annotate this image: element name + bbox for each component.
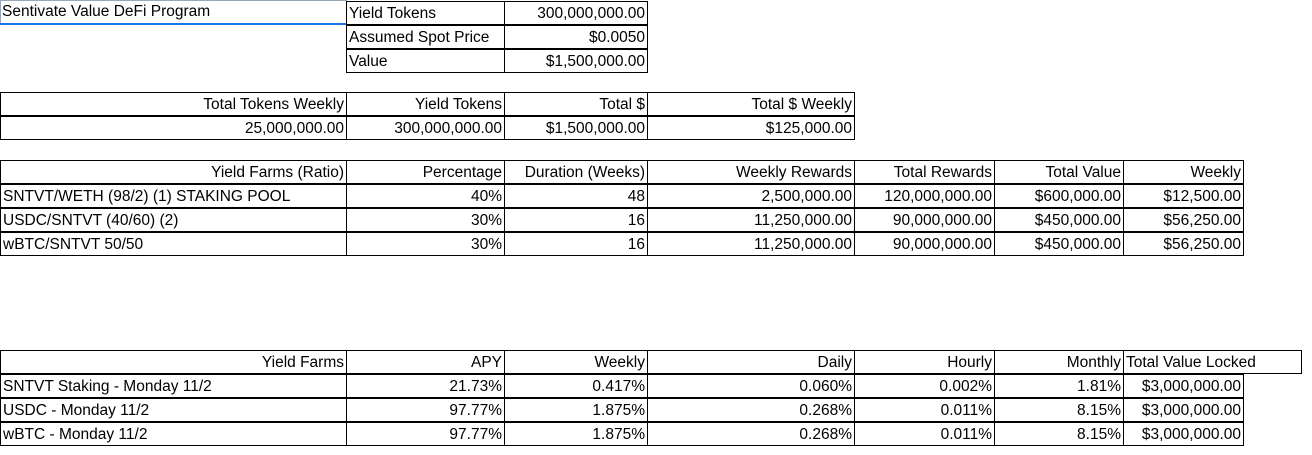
weekly-header-total-tokens[interactable]: Total Tokens Weekly — [0, 92, 347, 116]
apy-row-tvl[interactable]: $3,000,000.00 — [1123, 374, 1244, 398]
farms-header-total-rewards[interactable]: Total Rewards — [854, 160, 995, 184]
apy-row-apy[interactable]: 97.77% — [346, 422, 505, 446]
farms-header-name[interactable]: Yield Farms (Ratio) — [0, 160, 347, 184]
farms-row-duration[interactable]: 16 — [504, 208, 648, 232]
farms-header-weekly[interactable]: Weekly — [1123, 160, 1244, 184]
summary-value-spot-price[interactable]: $0.0050 — [504, 25, 648, 49]
farms-row-weekly-rewards[interactable]: 2,500,000.00 — [647, 184, 855, 208]
farms-row-total-value[interactable]: $450,000.00 — [994, 232, 1124, 256]
farms-row-weekly[interactable]: $56,250.00 — [1123, 208, 1244, 232]
apy-row-monthly[interactable]: 8.15% — [994, 398, 1124, 422]
apy-row-tvl[interactable]: $3,000,000.00 — [1123, 398, 1244, 422]
farms-header-total-value[interactable]: Total Value — [994, 160, 1124, 184]
apy-header-apy[interactable]: APY — [346, 350, 505, 374]
apy-row-daily[interactable]: 0.268% — [647, 422, 855, 446]
farms-row-weekly[interactable]: $56,250.00 — [1123, 232, 1244, 256]
apy-row-hourly[interactable]: 0.011% — [854, 398, 995, 422]
apy-row-apy[interactable]: 97.77% — [346, 398, 505, 422]
apy-header-monthly[interactable]: Monthly — [994, 350, 1124, 374]
farms-row-weekly-rewards[interactable]: 11,250,000.00 — [647, 208, 855, 232]
weekly-header-total-dollar-weekly[interactable]: Total $ Weekly — [647, 92, 855, 116]
farms-row-percentage[interactable]: 40% — [346, 184, 505, 208]
farms-header-duration[interactable]: Duration (Weeks) — [504, 160, 648, 184]
apy-row-monthly[interactable]: 1.81% — [994, 374, 1124, 398]
farms-row-total-value[interactable]: $600,000.00 — [994, 184, 1124, 208]
farms-row-name[interactable]: USDC/SNTVT (40/60) (2) — [0, 208, 347, 232]
apy-row-hourly[interactable]: 0.011% — [854, 422, 995, 446]
summary-label-spot-price[interactable]: Assumed Spot Price — [346, 25, 505, 49]
farms-header-percentage[interactable]: Percentage — [346, 160, 505, 184]
summary-label-yield-tokens[interactable]: Yield Tokens — [346, 1, 505, 25]
weekly-value-yield-tokens[interactable]: 300,000,000.00 — [346, 116, 505, 140]
apy-row-name[interactable]: USDC - Monday 11/2 — [0, 398, 347, 422]
apy-row-daily[interactable]: 0.060% — [647, 374, 855, 398]
summary-value-value[interactable]: $1,500,000.00 — [504, 49, 648, 73]
farms-header-weekly-rewards[interactable]: Weekly Rewards — [647, 160, 855, 184]
farms-row-percentage[interactable]: 30% — [346, 208, 505, 232]
farms-row-total-rewards[interactable]: 90,000,000.00 — [854, 232, 995, 256]
apy-row-hourly[interactable]: 0.002% — [854, 374, 995, 398]
apy-row-weekly[interactable]: 1.875% — [504, 398, 648, 422]
apy-row-daily[interactable]: 0.268% — [647, 398, 855, 422]
farms-row-weekly[interactable]: $12,500.00 — [1123, 184, 1244, 208]
program-title-cell[interactable]: Sentivate Value DeFi Program — [2, 3, 211, 20]
farms-row-duration[interactable]: 48 — [504, 184, 648, 208]
apy-row-apy[interactable]: 21.73% — [346, 374, 505, 398]
farms-row-name[interactable]: wBTC/SNTVT 50/50 — [0, 232, 347, 256]
weekly-value-total-dollar-weekly[interactable]: $125,000.00 — [647, 116, 855, 140]
apy-header-daily[interactable]: Daily — [647, 350, 855, 374]
farms-row-percentage[interactable]: 30% — [346, 232, 505, 256]
apy-row-name[interactable]: wBTC - Monday 11/2 — [0, 422, 347, 446]
apy-header-hourly[interactable]: Hourly — [854, 350, 995, 374]
farms-row-name[interactable]: SNTVT/WETH (98/2) (1) STAKING POOL — [0, 184, 347, 208]
weekly-value-total-dollar[interactable]: $1,500,000.00 — [504, 116, 648, 140]
apy-row-monthly[interactable]: 8.15% — [994, 422, 1124, 446]
weekly-value-total-tokens[interactable]: 25,000,000.00 — [0, 116, 347, 140]
farms-row-total-rewards[interactable]: 120,000,000.00 — [854, 184, 995, 208]
farms-row-duration[interactable]: 16 — [504, 232, 648, 256]
summary-value-yield-tokens[interactable]: 300,000,000.00 — [504, 1, 648, 25]
weekly-header-yield-tokens[interactable]: Yield Tokens — [346, 92, 505, 116]
apy-header-tvl[interactable]: Total Value Locked — [1123, 350, 1302, 374]
apy-row-weekly[interactable]: 0.417% — [504, 374, 648, 398]
farms-row-weekly-rewards[interactable]: 11,250,000.00 — [647, 232, 855, 256]
apy-header-weekly[interactable]: Weekly — [504, 350, 648, 374]
apy-row-weekly[interactable]: 1.875% — [504, 422, 648, 446]
weekly-header-total-dollar[interactable]: Total $ — [504, 92, 648, 116]
farms-row-total-value[interactable]: $450,000.00 — [994, 208, 1124, 232]
summary-label-value[interactable]: Value — [346, 49, 505, 73]
selected-cell-indicator — [0, 23, 347, 25]
farms-row-total-rewards[interactable]: 90,000,000.00 — [854, 208, 995, 232]
apy-row-name[interactable]: SNTVT Staking - Monday 11/2 — [0, 374, 347, 398]
apy-header-name[interactable]: Yield Farms — [0, 350, 347, 374]
apy-row-tvl[interactable]: $3,000,000.00 — [1123, 422, 1244, 446]
